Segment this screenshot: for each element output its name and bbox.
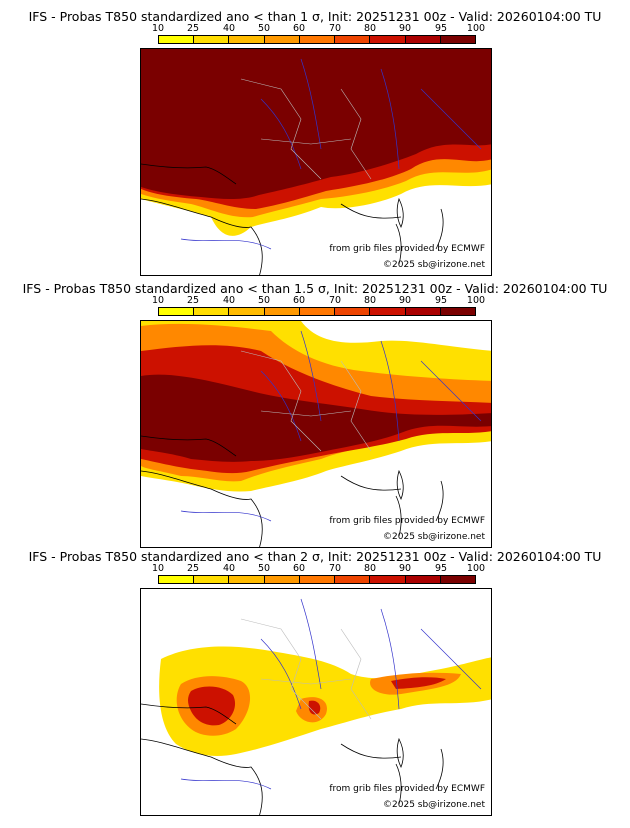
- panel-2: IFS - Probas T850 standardized ano < tha…: [0, 272, 630, 548]
- colorbar-swatch: [263, 308, 299, 315]
- island-corsica: [396, 737, 404, 768]
- colorbar-swatch: [159, 36, 194, 43]
- colorbar-label: 25: [186, 295, 200, 306]
- rivers: [180, 598, 482, 790]
- panel-title: IFS - Probas T850 standardized ano < tha…: [28, 9, 602, 24]
- colorbar-swatch: [228, 576, 264, 583]
- colorbar-swatch: [193, 36, 229, 43]
- prob-field-high: [188, 677, 446, 726]
- admin-borders: [240, 350, 372, 452]
- colorbar-label: 95: [434, 23, 448, 34]
- credit-text: from grib files provided by ECMWF: [329, 244, 485, 254]
- panel-title: IFS - Probas T850 standardized ano < tha…: [28, 549, 602, 564]
- prob-field-max: [141, 49, 491, 199]
- colorbar-label: 60: [292, 23, 306, 34]
- credit-text: from grib files provided by ECMWF: [329, 784, 485, 794]
- colorbar-label: 50: [257, 563, 271, 574]
- colorbar-label: 40: [222, 23, 236, 34]
- colorbar-label: 90: [398, 23, 412, 34]
- colorbar-label: 10: [151, 295, 165, 306]
- colorbar-label: 25: [186, 23, 200, 34]
- colorbar-label: 40: [222, 295, 236, 306]
- colorbar-swatch: [369, 576, 405, 583]
- colorbar: [158, 575, 476, 584]
- colorbar-label: 70: [328, 23, 342, 34]
- credit-text: from grib files provided by ECMWF: [329, 516, 485, 526]
- colorbar-label: 10: [151, 563, 165, 574]
- colorbar: [158, 35, 476, 44]
- colorbar-swatch: [159, 308, 194, 315]
- prob-field-max: [141, 374, 491, 462]
- rivers: [180, 58, 482, 250]
- colorbar-label: 95: [434, 563, 448, 574]
- colorbar-label: 80: [363, 23, 377, 34]
- colorbar-label: 70: [328, 563, 342, 574]
- coastline: [141, 163, 444, 275]
- copyright-text: ©2025 sb@irizone.net: [383, 800, 485, 810]
- colorbar-label: 95: [434, 295, 448, 306]
- colorbar-label: 60: [292, 563, 306, 574]
- panel-title: IFS - Probas T850 standardized ano < tha…: [22, 281, 608, 296]
- colorbar-swatch: [404, 36, 440, 43]
- colorbar-swatch: [404, 576, 440, 583]
- coastline: [141, 435, 444, 547]
- admin-borders: [240, 618, 372, 720]
- admin-borders: [240, 78, 372, 180]
- colorbar-swatch: [439, 308, 475, 315]
- rivers: [180, 330, 482, 522]
- colorbar-swatch: [334, 576, 370, 583]
- colorbar-swatch: [298, 308, 335, 315]
- colorbar-label: 80: [363, 295, 377, 306]
- probability-map: from grib files provided by ECMWF ©2025 …: [140, 320, 492, 548]
- probability-map: from grib files provided by ECMWF ©2025 …: [140, 48, 492, 276]
- colorbar-swatch: [193, 576, 229, 583]
- colorbar-label: 70: [328, 295, 342, 306]
- colorbar-swatch: [298, 576, 335, 583]
- colorbar-swatch: [263, 576, 299, 583]
- colorbar-swatch: [369, 36, 405, 43]
- colorbar-label: 50: [257, 295, 271, 306]
- colorbar-label: 90: [398, 563, 412, 574]
- colorbar-label: 40: [222, 563, 236, 574]
- colorbar-label: 100: [466, 23, 486, 34]
- copyright-text: ©2025 sb@irizone.net: [383, 532, 485, 542]
- colorbar-label: 80: [363, 563, 377, 574]
- colorbar-label: 25: [186, 563, 200, 574]
- colorbar-swatch: [263, 36, 299, 43]
- colorbar-label: 90: [398, 295, 412, 306]
- colorbar-label: 10: [151, 23, 165, 34]
- colorbar-swatch: [159, 576, 194, 583]
- colorbar-swatch: [404, 308, 440, 315]
- colorbar-swatch: [298, 36, 335, 43]
- colorbar-label: 100: [466, 295, 486, 306]
- colorbar-swatch: [228, 36, 264, 43]
- colorbar-swatch: [439, 576, 475, 583]
- panel-3: IFS - Probas T850 standardized ano < tha…: [0, 540, 630, 816]
- colorbar-swatch: [193, 308, 229, 315]
- colorbar-swatch: [334, 308, 370, 315]
- probability-map: from grib files provided by ECMWF ©2025 …: [140, 588, 492, 816]
- colorbar-swatch: [228, 308, 264, 315]
- colorbar-label: 50: [257, 23, 271, 34]
- colorbar: [158, 307, 476, 316]
- panel-1: IFS - Probas T850 standardized ano < tha…: [0, 0, 630, 276]
- prob-field-outer: [159, 646, 491, 756]
- island-corsica: [396, 469, 404, 500]
- colorbar-label: 60: [292, 295, 306, 306]
- colorbar-swatch: [369, 308, 405, 315]
- colorbar-swatch: [334, 36, 370, 43]
- colorbar-swatch: [439, 36, 475, 43]
- colorbar-label: 100: [466, 563, 486, 574]
- island-corsica: [396, 197, 404, 228]
- coastline: [141, 703, 444, 815]
- copyright-text: ©2025 sb@irizone.net: [383, 260, 485, 270]
